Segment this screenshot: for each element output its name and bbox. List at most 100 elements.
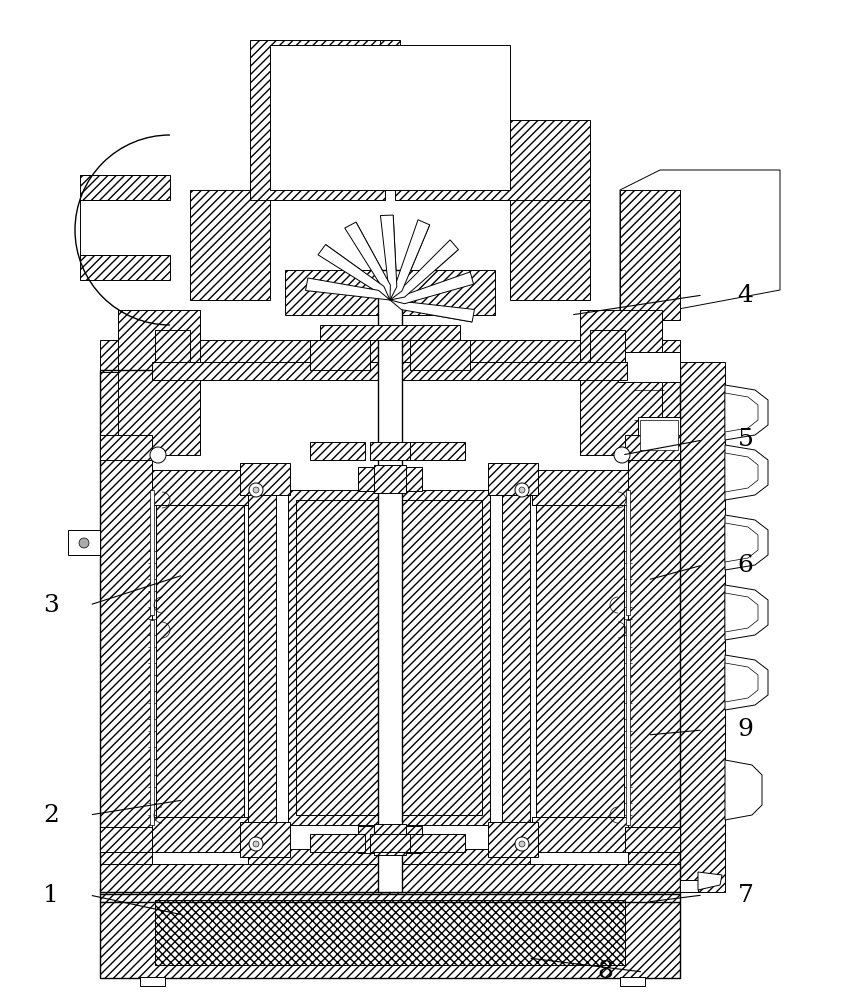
Bar	[374, 824, 406, 855]
Bar	[270, 45, 510, 190]
Polygon shape	[390, 272, 474, 304]
Text: 1: 1	[43, 884, 59, 906]
Bar	[310, 442, 365, 460]
Text: 6: 6	[738, 554, 753, 576]
Text: 5: 5	[738, 428, 753, 452]
Polygon shape	[725, 585, 768, 640]
Bar	[618, 352, 680, 382]
Polygon shape	[725, 663, 758, 702]
Bar	[248, 849, 530, 864]
Polygon shape	[725, 453, 758, 492]
Polygon shape	[620, 190, 680, 320]
Bar	[395, 120, 590, 200]
Polygon shape	[381, 215, 397, 300]
Polygon shape	[318, 245, 390, 300]
Polygon shape	[390, 240, 458, 300]
Polygon shape	[306, 278, 390, 300]
Polygon shape	[725, 515, 768, 570]
Bar	[532, 470, 628, 505]
Text: 4: 4	[738, 284, 753, 306]
Bar	[80, 175, 170, 200]
Bar	[620, 977, 645, 986]
Text: 7: 7	[738, 884, 753, 906]
Circle shape	[515, 483, 529, 497]
Bar	[488, 822, 538, 857]
Bar	[100, 340, 680, 372]
Circle shape	[249, 837, 263, 851]
Bar	[150, 490, 154, 615]
Bar	[626, 490, 630, 615]
Bar	[276, 490, 502, 825]
Polygon shape	[725, 385, 768, 440]
Bar	[150, 620, 154, 825]
Bar	[680, 880, 698, 892]
Polygon shape	[620, 170, 780, 320]
Bar	[152, 817, 248, 852]
Bar	[155, 900, 625, 965]
Bar	[380, 40, 400, 140]
Bar	[532, 817, 628, 852]
Bar	[502, 470, 530, 852]
Bar	[155, 330, 190, 370]
Polygon shape	[725, 655, 768, 710]
Text: 9: 9	[738, 718, 753, 742]
Bar	[410, 834, 465, 852]
Bar	[378, 270, 402, 892]
Polygon shape	[390, 220, 429, 300]
Bar	[374, 465, 406, 493]
Bar	[358, 467, 422, 491]
Polygon shape	[725, 445, 768, 500]
Polygon shape	[725, 393, 758, 432]
Bar	[285, 270, 495, 315]
Polygon shape	[698, 872, 722, 890]
Bar	[490, 470, 502, 852]
Bar	[638, 417, 680, 452]
Text: 3: 3	[43, 593, 59, 616]
Polygon shape	[725, 523, 758, 562]
Circle shape	[150, 447, 166, 463]
Bar	[310, 834, 365, 852]
Circle shape	[253, 487, 259, 493]
Circle shape	[614, 447, 630, 463]
Bar	[410, 340, 470, 370]
Bar	[100, 890, 680, 978]
Bar	[190, 190, 270, 300]
Bar	[358, 826, 422, 853]
Circle shape	[515, 837, 529, 851]
Bar	[625, 435, 680, 460]
Polygon shape	[725, 593, 758, 632]
Bar	[152, 362, 627, 380]
Text: 2: 2	[43, 804, 59, 826]
Bar	[370, 442, 410, 460]
Bar	[628, 370, 680, 892]
Bar	[156, 505, 244, 817]
Bar	[640, 420, 678, 450]
Circle shape	[79, 538, 89, 548]
Bar	[152, 470, 248, 505]
Bar	[152, 370, 628, 864]
Bar	[100, 370, 152, 892]
Polygon shape	[725, 760, 762, 820]
Bar	[320, 325, 460, 340]
Bar	[100, 864, 680, 892]
Bar	[310, 340, 370, 370]
Bar	[240, 463, 290, 495]
Bar	[410, 442, 465, 460]
Bar	[510, 190, 590, 300]
Bar	[625, 827, 680, 852]
Bar	[370, 834, 410, 852]
Bar	[488, 463, 538, 495]
Bar	[276, 470, 288, 852]
Bar	[240, 822, 290, 857]
Bar	[250, 40, 385, 200]
Bar	[100, 435, 152, 460]
Bar	[590, 330, 625, 370]
Bar	[140, 977, 165, 986]
Circle shape	[253, 841, 259, 847]
Circle shape	[519, 841, 525, 847]
Polygon shape	[345, 222, 390, 300]
Bar	[100, 827, 152, 852]
Text: 8: 8	[597, 960, 613, 984]
Bar	[68, 530, 100, 555]
Bar	[580, 310, 662, 455]
